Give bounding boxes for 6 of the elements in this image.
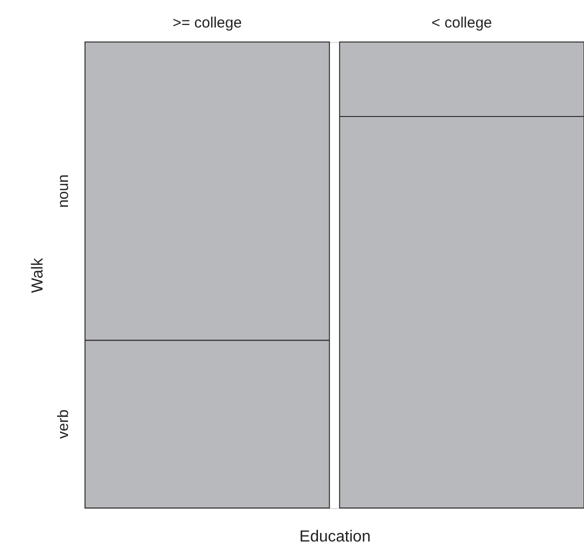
x-tick-label: < college bbox=[432, 14, 492, 32]
x-tick-label: >= college bbox=[172, 14, 242, 32]
x-axis-title: Education bbox=[299, 528, 371, 546]
text: noun bbox=[55, 174, 72, 208]
y-axis-title: Walk bbox=[30, 257, 46, 293]
text: verb bbox=[55, 410, 72, 439]
